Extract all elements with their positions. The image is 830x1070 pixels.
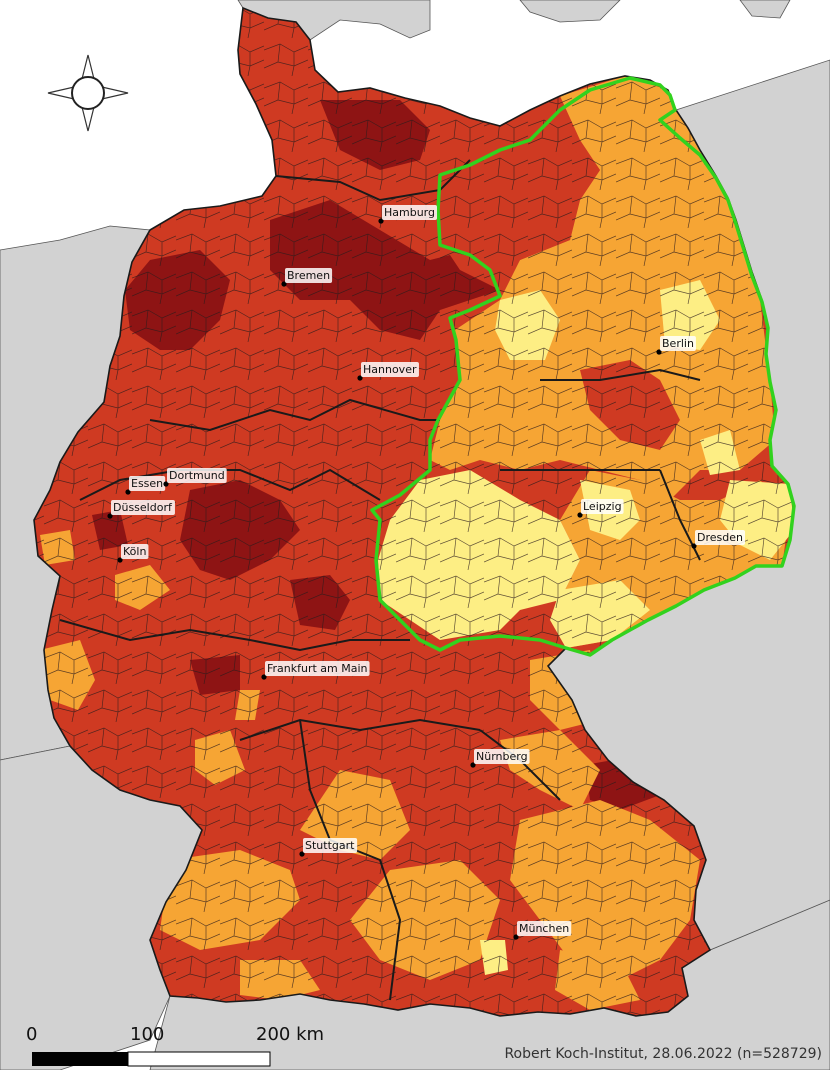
- city-label-bg: [129, 476, 166, 491]
- city-koeln: Köln: [117, 544, 149, 563]
- city-markers: Hamburg Bremen Hannover Berlin Essen Dortmund…: [107, 205, 745, 940]
- city-hannover: Hannover: [357, 362, 419, 381]
- city-label-bg: [265, 661, 370, 676]
- scale-bar: 0 100 200 km: [26, 1024, 324, 1067]
- scale-segment-white: [127, 1051, 271, 1067]
- city-dortmund: Dortmund: [163, 468, 227, 487]
- source-credit: Robert Koch-Institut, 28.06.2022 (n=5287…: [504, 1046, 822, 1062]
- city-label-bg: [382, 205, 437, 220]
- city-label-bg: [581, 499, 624, 514]
- city-dot: [691, 543, 697, 549]
- city-label-bg: [517, 921, 572, 936]
- city-dot: [470, 762, 476, 768]
- city-dot: [125, 489, 131, 495]
- city-label: Dortmund: [169, 469, 225, 482]
- city-dot: [261, 674, 267, 680]
- scale-segment-black: [32, 1052, 128, 1066]
- east-germany-highlight: [370, 76, 796, 657]
- city-frankfurt: Frankfurt am Main: [261, 661, 370, 680]
- city-duesseldorf: Düsseldorf: [107, 500, 175, 519]
- city-label: Köln: [123, 545, 146, 558]
- scale-label-100: 100: [130, 1024, 164, 1045]
- city-leipzig: Leipzig: [577, 499, 624, 518]
- city-label: Nürnberg: [476, 750, 528, 763]
- city-label: Dresden: [697, 531, 743, 544]
- city-label-bg: [660, 336, 696, 351]
- city-label-bg: [111, 500, 175, 515]
- city-dresden: Dresden: [691, 530, 745, 549]
- city-label: München: [519, 922, 569, 935]
- city-nuernberg: Nürnberg: [470, 749, 530, 768]
- city-label-bg: [167, 468, 227, 483]
- scale-label-0: 0: [26, 1024, 37, 1045]
- city-dot: [513, 934, 519, 940]
- city-label: Leipzig: [583, 500, 622, 513]
- city-label: Essen: [131, 477, 163, 490]
- city-label: Hamburg: [384, 206, 435, 219]
- city-dot: [577, 512, 583, 518]
- city-label-bg: [695, 530, 745, 545]
- city-stuttgart: Stuttgart: [299, 838, 358, 857]
- city-dot: [163, 481, 169, 487]
- city-label: Hannover: [363, 363, 417, 376]
- scale-label-200: 200 km: [256, 1024, 324, 1045]
- city-dot: [281, 281, 287, 287]
- city-dot: [107, 513, 113, 519]
- city-label: Bremen: [287, 269, 330, 282]
- city-label-bg: [285, 268, 333, 283]
- city-label-bg: [121, 544, 149, 559]
- city-label-bg: [361, 362, 419, 377]
- city-dot: [378, 218, 384, 224]
- city-berlin: Berlin: [656, 336, 696, 355]
- city-hamburg: Hamburg: [378, 205, 437, 224]
- city-muenchen: München: [513, 921, 572, 940]
- city-dot: [656, 349, 662, 355]
- city-label-bg: [474, 749, 530, 764]
- city-dot: [299, 851, 305, 857]
- city-label: Düsseldorf: [113, 501, 173, 514]
- city-dot: [357, 375, 363, 381]
- city-label: Stuttgart: [305, 839, 355, 852]
- city-dot: [117, 557, 123, 563]
- compass-rose-icon: [47, 54, 129, 132]
- city-label-bg: [303, 838, 358, 853]
- city-label: Frankfurt am Main: [267, 662, 368, 675]
- city-label: Berlin: [662, 337, 694, 350]
- city-essen: Essen: [125, 476, 166, 495]
- city-bremen: Bremen: [281, 268, 333, 287]
